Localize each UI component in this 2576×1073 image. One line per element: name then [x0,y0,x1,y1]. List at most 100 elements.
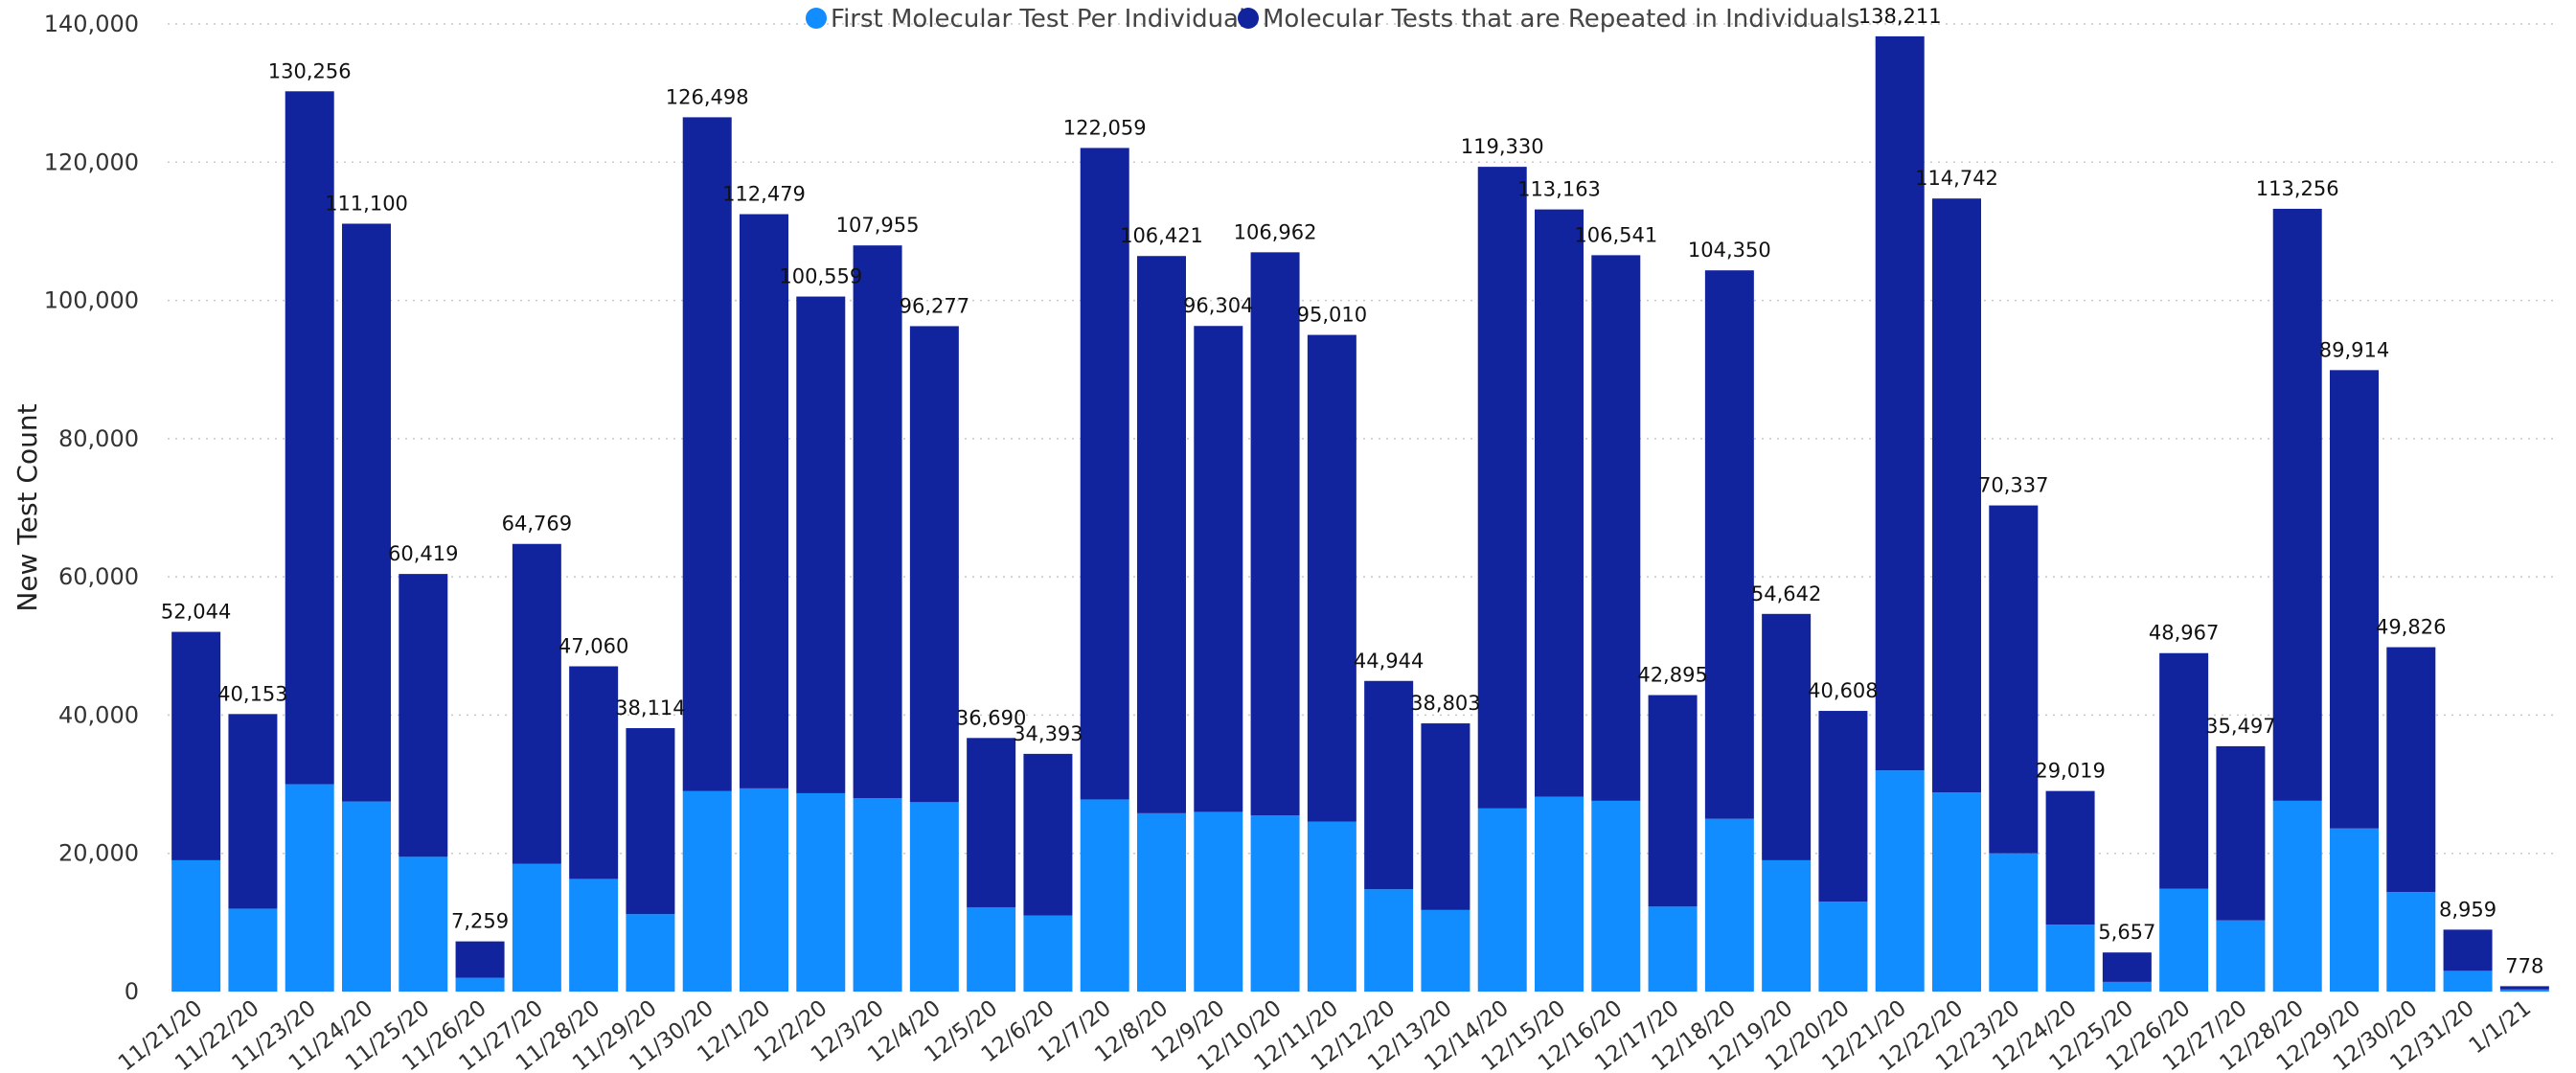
bar-segment-first-test [2273,801,2322,992]
bar-segment-repeated-tests [1421,723,1470,910]
bar-total-label: 107,955 [836,214,920,237]
bar-segment-repeated-tests [2046,791,2095,925]
bar-total-label: 38,114 [615,696,685,719]
bar-segment-repeated-tests [740,215,788,788]
bar-total-label: 122,059 [1063,116,1147,139]
bar-segment-first-test [1932,792,1981,992]
bar-total-label: 138,211 [1858,5,1942,28]
bar-segment-repeated-tests [399,574,447,856]
bar-segment-first-test [2216,921,2265,992]
bar-segment-first-test [399,856,447,992]
bar-total-label: 44,944 [1354,650,1424,673]
bar-segment-first-test [1023,916,1072,992]
legend: First Molecular Test Per Individual Mole… [806,5,1859,34]
bar-segment-repeated-tests [456,942,505,978]
bar-total-label: 8,959 [2439,898,2496,921]
bar-total-label: 111,100 [325,192,408,215]
bar-segment-repeated-tests [1023,754,1072,916]
bar-segment-first-test [1818,902,1867,992]
bar-segment-repeated-tests [1876,36,1925,770]
y-tick-label: 80,000 [58,425,139,452]
bar-segment-first-test [1591,801,1640,992]
y-axis-ticks: 020,00040,00060,00080,000100,000120,0001… [44,11,139,1005]
bar-segment-repeated-tests [683,117,732,790]
bar-segment-repeated-tests [626,728,674,914]
bar-segment-first-test [1137,813,1186,992]
y-tick-label: 40,000 [58,701,139,728]
bar-segment-first-test [2500,990,2549,992]
bar-segment-first-test [2159,889,2208,992]
bar-total-label: 106,962 [1234,220,1317,243]
bar-segment-repeated-tests [228,714,277,908]
bar-total-label: 778 [2505,954,2543,977]
bar-total-label: 54,642 [1751,582,1821,605]
bar-segment-repeated-tests [2330,370,2379,828]
bar-total-label: 95,010 [1297,304,1367,327]
bar-segment-repeated-tests [171,632,220,860]
bar-segment-first-test [569,879,618,992]
bar-segment-first-test [2330,829,2379,992]
bar-total-label: 29,019 [2035,760,2105,783]
legend-swatch-repeated-tests [1238,8,1259,29]
bar-segment-repeated-tests [2386,648,2435,893]
bar-total-label: 52,044 [161,601,231,624]
y-tick-label: 100,000 [44,287,139,314]
bar-segment-first-test [1876,770,1925,992]
bar-segment-repeated-tests [1194,326,1242,811]
bar-total-label: 42,895 [1637,664,1707,687]
bar-segment-first-test [2046,925,2095,992]
bar-segment-repeated-tests [1818,711,1867,902]
bar-total-label: 34,393 [1013,722,1083,745]
bar-segment-repeated-tests [2103,952,2152,982]
bar-total-label: 112,479 [722,183,806,206]
bar-segment-first-test [1081,799,1129,992]
bar-segment-repeated-tests [910,326,959,802]
bar-segment-first-test [1535,797,1584,992]
bar-segment-first-test [342,802,391,992]
bar-segment-first-test [1194,811,1242,992]
bar-segment-repeated-tests [569,666,618,879]
bar-total-label: 126,498 [666,85,749,108]
bar-segment-first-test [626,914,674,992]
bar-segment-first-test [2386,892,2435,992]
bar-total-label: 113,163 [1517,178,1601,201]
bar-segment-repeated-tests [2444,929,2493,970]
bar-segment-first-test [1649,906,1698,992]
bar-segment-repeated-tests [1649,696,1698,907]
bar-segment-first-test [513,864,561,992]
bar-segment-repeated-tests [1591,255,1640,801]
bar-segment-repeated-tests [796,297,845,793]
bar-total-label: 104,350 [1688,239,1771,262]
bar-segment-repeated-tests [342,223,391,801]
bar-segment-first-test [285,785,334,992]
y-tick-label: 140,000 [44,11,139,37]
bar-segment-first-test [796,793,845,992]
x-tick-label: 1/1/21 [2465,995,2536,1059]
bar-segment-repeated-tests [1478,167,1527,809]
bar-segment-repeated-tests [513,544,561,864]
bar-segment-repeated-tests [2500,986,2549,989]
bar-segment-first-test [228,908,277,992]
bar-segment-first-test [910,802,959,992]
bar-total-label: 106,421 [1120,224,1203,247]
bar-segment-repeated-tests [1932,198,1981,792]
bar-segment-repeated-tests [2216,746,2265,921]
bar-total-label: 40,153 [217,682,287,705]
bar-segment-first-test [854,798,902,992]
bar-segment-first-test [967,907,1015,992]
bar-total-label: 64,769 [502,513,572,536]
bar-segment-first-test [1421,910,1470,992]
legend-label-repeated-tests: Molecular Tests that are Repeated in Ind… [1263,5,1859,34]
bar-total-label: 40,608 [1808,679,1878,702]
bar-total-label: 49,826 [2376,616,2446,639]
bar-segment-repeated-tests [1364,681,1413,889]
bar-total-label: 119,330 [1461,135,1544,158]
bar-segment-repeated-tests [1251,252,1300,815]
bar-segment-first-test [1989,854,2038,992]
bar-segment-repeated-tests [1308,335,1356,822]
bar-total-label: 89,914 [2319,338,2389,361]
legend-swatch-first-test [806,8,827,29]
bar-total-label: 70,337 [1978,474,2048,497]
